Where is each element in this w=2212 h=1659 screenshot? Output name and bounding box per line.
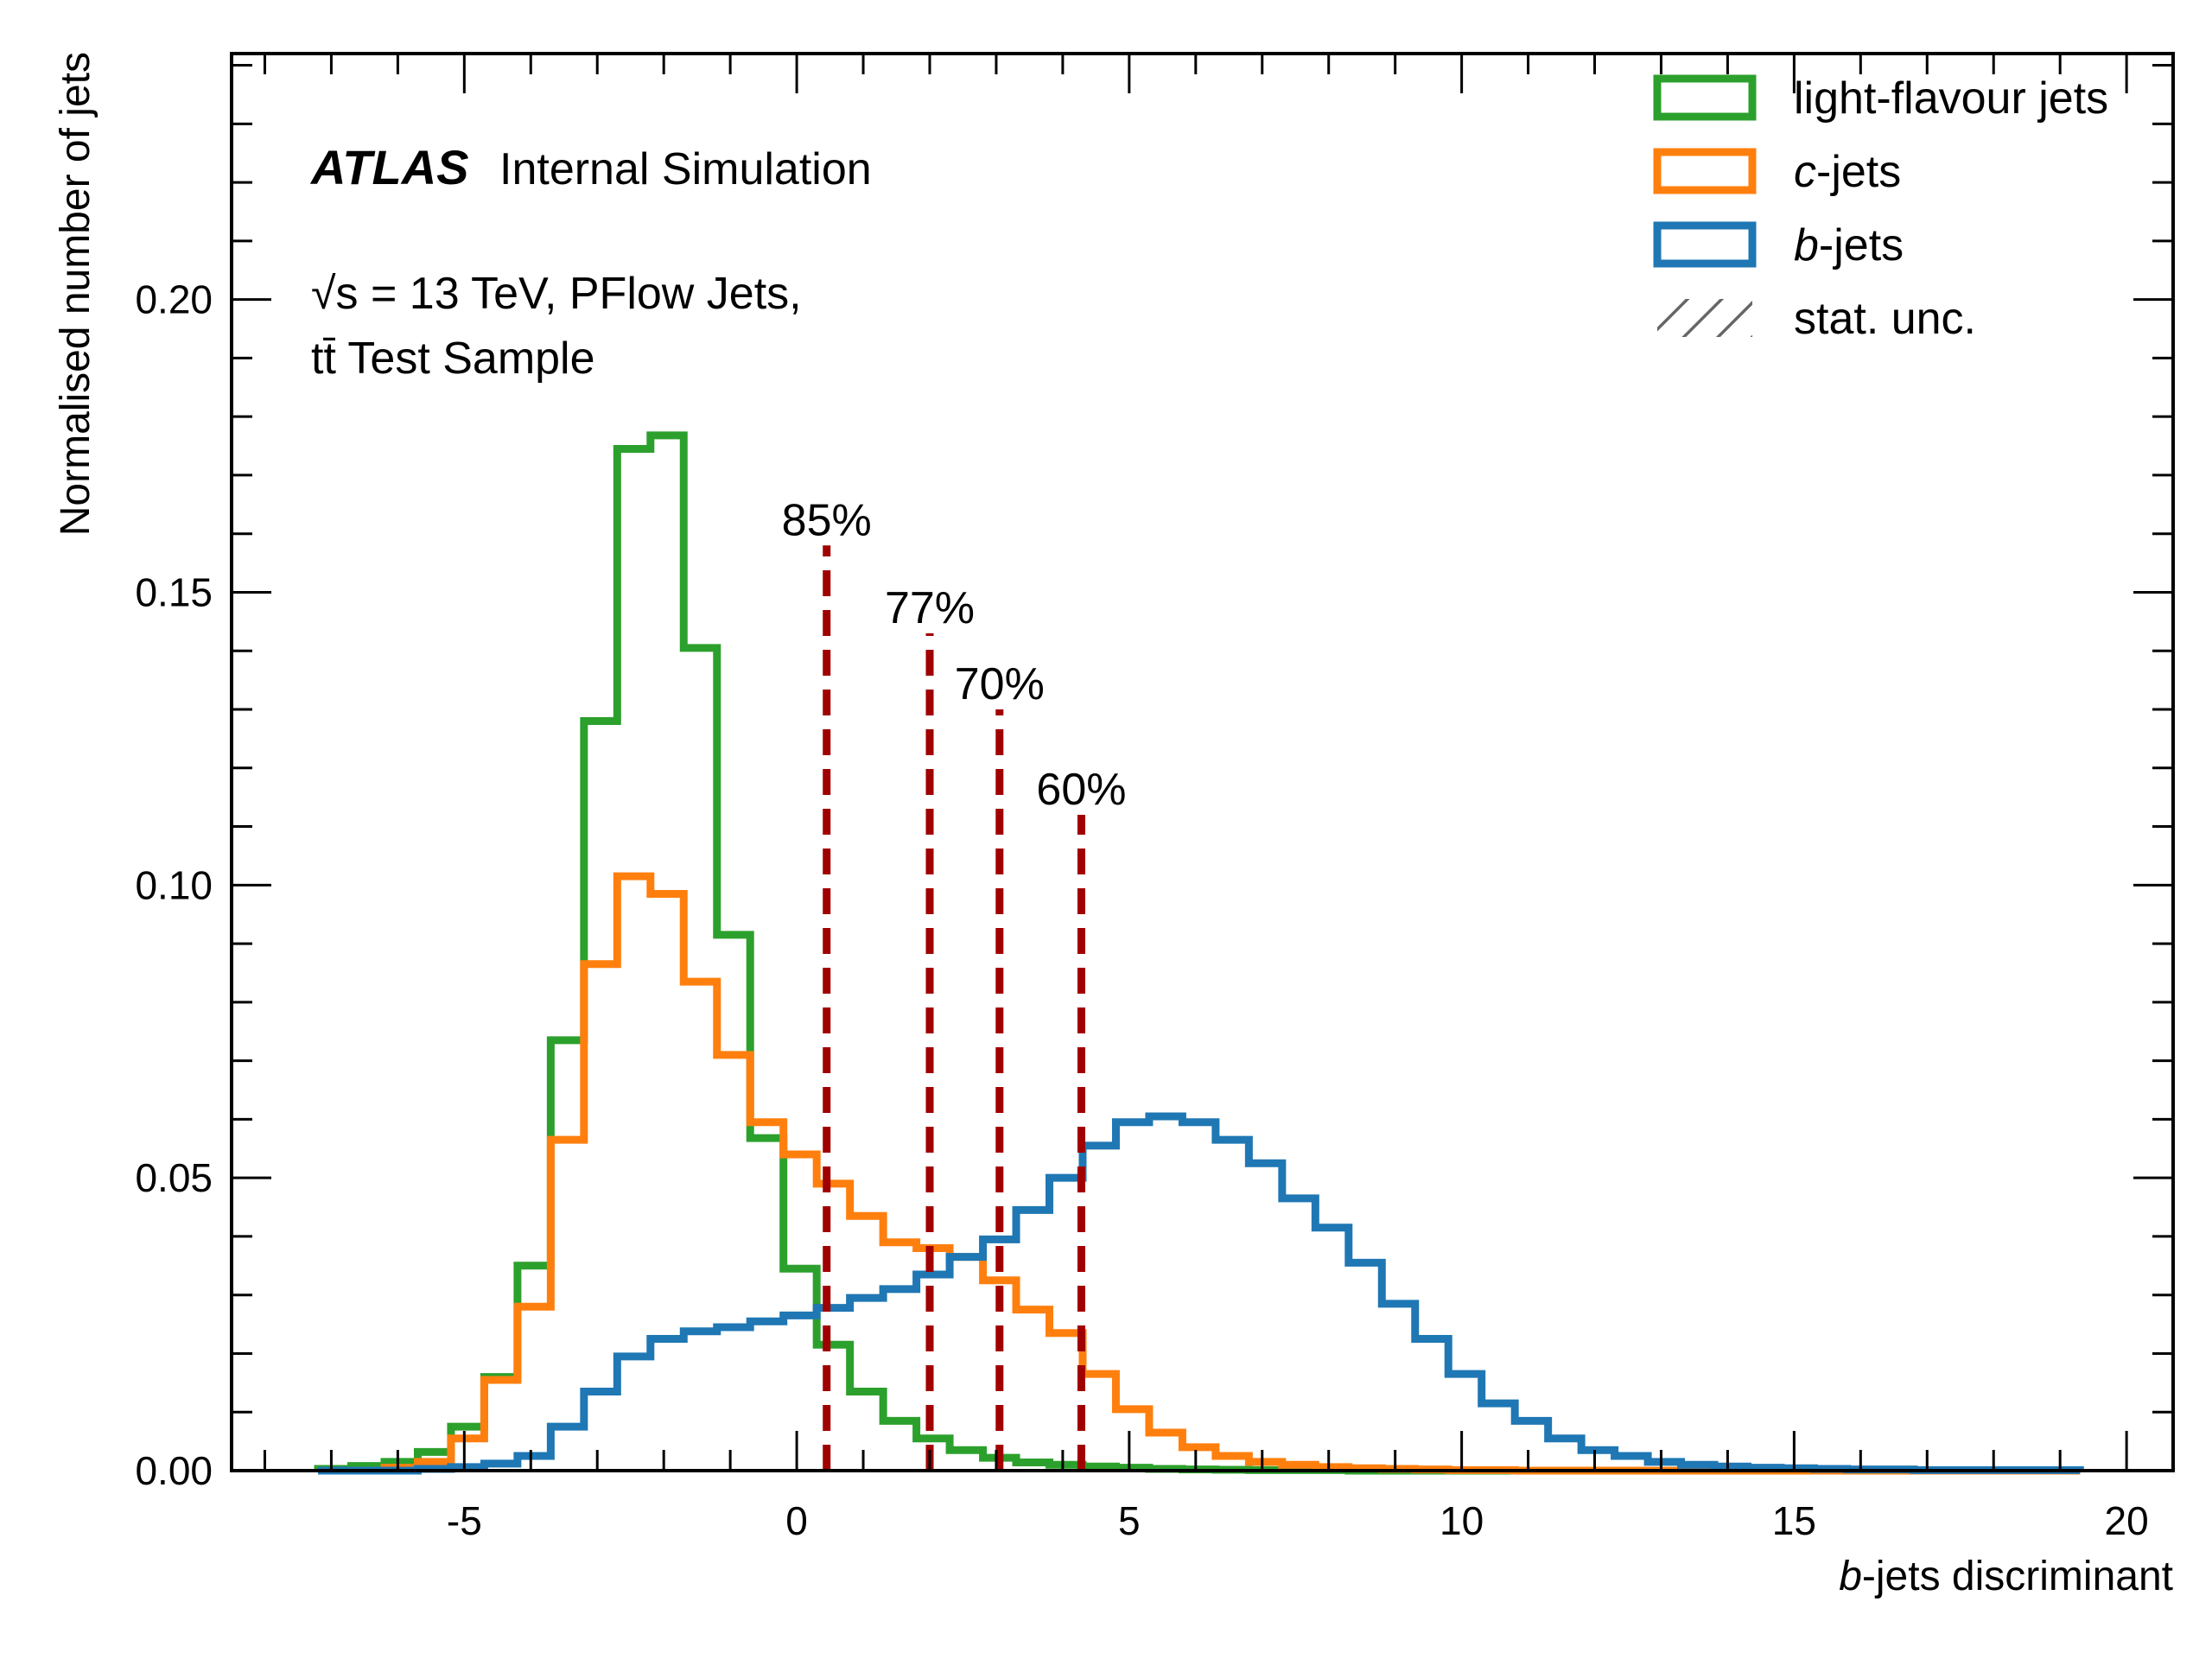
legend-swatch [1653,221,1757,268]
plot-frame [230,52,2175,1472]
y-axis-label: Normalised number of jets [53,52,99,536]
atlas-status-label: Internal Simulation [499,144,872,194]
legend-label: c-jets [1794,147,1901,197]
x-tick-label: 0 [785,1498,808,1543]
legend-label: light-flavour jets [1794,73,2108,124]
legend-label: stat. unc. [1794,294,1976,344]
legend: light-flavour jets c-jets b-jets stat. unc. [1653,73,2108,344]
y-tick-label: 0.05 [135,1155,213,1200]
x-tick-label: -5 [447,1498,482,1543]
atlas-label: ATLAS [309,140,469,194]
x-tick-label: 20 [2105,1498,2149,1543]
working-point-label: 85% [782,495,872,545]
legend-swatch [1653,148,1757,194]
x-tick-label: 10 [1440,1498,1484,1543]
working-point-label: 60% [1036,765,1126,815]
legend-hatch-swatch [1657,299,1752,337]
plot-area: 85% 77% 70% 60% -5 0 5 10 15 20 0.00 0.05 0.10 0.15 0.… [135,52,2175,1543]
histogram-light-flavour-jets [314,431,2081,1475]
working-point-label: 77% [885,583,975,633]
y-tick-label: 0.00 [135,1448,213,1493]
x-axis-label: b-jets discriminant [1839,1554,2173,1599]
histogram-b-jets [318,1112,2084,1475]
legend-label: b-jets [1794,220,1904,270]
histogram-c-jets [318,872,2081,1475]
working-point-label: 70% [955,659,1045,709]
energy-label: √s = 13 TeV, PFlow Jets, [311,269,802,319]
legend-swatch [1653,74,1757,121]
x-tick-label: 15 [1772,1498,1816,1543]
y-tick-label: 0.20 [135,277,213,322]
y-tick-label: 0.15 [135,569,213,614]
sample-label: tt̄ Test Sample [311,334,595,384]
x-tick-label: 5 [1118,1498,1141,1543]
y-tick-label: 0.10 [135,862,213,907]
